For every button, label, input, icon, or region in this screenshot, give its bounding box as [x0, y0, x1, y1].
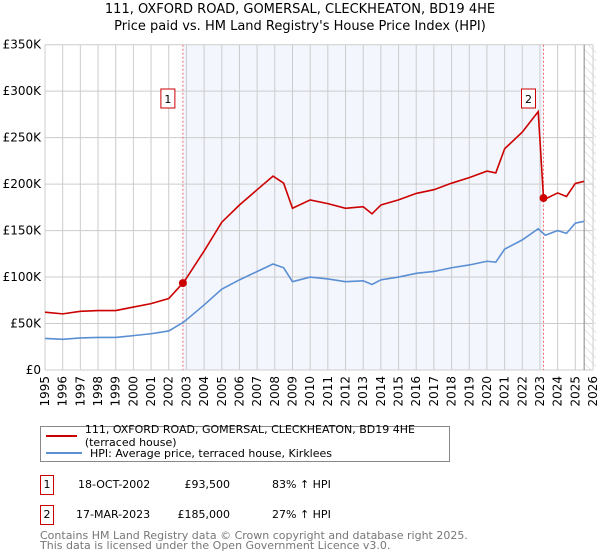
x-tick-label: 2003 — [179, 376, 193, 407]
x-tick-label: 2023 — [533, 376, 547, 407]
x-tick-label: 2012 — [339, 376, 353, 407]
x-tick-label: 2022 — [515, 376, 529, 407]
x-tick-label: 2007 — [250, 376, 264, 407]
sale-price: £185,000 — [177, 508, 231, 521]
x-tick-label: 2009 — [285, 376, 299, 407]
sale-date: 17-MAR-2023 — [76, 508, 151, 521]
x-tick-label: 2026 — [586, 376, 600, 407]
y-tick-label: £0 — [26, 363, 41, 377]
sale-price: £93,500 — [184, 478, 231, 491]
chart-title: 111, OXFORD ROAD, GOMERSAL, CLECKHEATON,… — [104, 2, 496, 17]
annotation-label: 1 — [164, 93, 171, 106]
y-tick-label: £50K — [10, 317, 42, 331]
sale-point — [539, 194, 548, 203]
x-tick-label: 2017 — [427, 376, 441, 407]
x-tick-label: 2006 — [232, 376, 246, 407]
y-tick-label: £100K — [3, 270, 43, 284]
chart-subtitle: Price paid vs. HM Land Registry's House … — [114, 19, 486, 34]
x-tick-label: 2021 — [498, 376, 512, 407]
x-tick-label: 2024 — [551, 376, 565, 407]
x-tick-label: 2020 — [480, 376, 494, 407]
annotation-label: 2 — [525, 93, 532, 106]
footer-line: This data is licensed under the Open Gov… — [40, 539, 391, 552]
sale-date: 18-OCT-2002 — [78, 478, 151, 491]
annotation-box — [160, 88, 176, 109]
y-tick-label: £200K — [3, 177, 43, 191]
x-tick-label: 2018 — [445, 376, 459, 407]
x-tick-label: 1999 — [109, 376, 123, 407]
future-hatch — [584, 44, 596, 370]
x-tick-label: 2013 — [356, 376, 370, 407]
y-tick-label: £300K — [3, 84, 43, 98]
sale-hpi: 27% ↑ HPI — [272, 508, 331, 521]
legend-label: 111, OXFORD ROAD, GOMERSAL, CLECKHEATON,… — [84, 423, 415, 449]
x-tick-label: 2001 — [144, 376, 158, 407]
red-line-icon — [46, 435, 77, 437]
x-tick-label: 2015 — [392, 376, 406, 407]
blue-line-icon — [46, 452, 82, 454]
sale-hpi: 83% ↑ HPI — [272, 478, 331, 491]
footer: Contains HM Land Registry data © Crown c… — [40, 529, 468, 552]
x-tick-label: 2002 — [162, 376, 176, 407]
x-tick-label: 2005 — [215, 376, 229, 407]
price-chart: 1995 1996 1997 1998 1999 2000 2001 2002 2003 2004… — [3, 38, 600, 407]
x-tick-label: 2025 — [568, 376, 582, 407]
x-tick-label: 1997 — [73, 376, 87, 407]
legend: 111, OXFORD ROAD, GOMERSAL, CLECKHEATON,… — [40, 423, 450, 462]
annotation-box — [521, 88, 537, 109]
x-tick-label: 1996 — [56, 376, 70, 407]
sale-badge: 1 — [40, 475, 54, 495]
hpi-line — [44, 220, 585, 341]
legend-item-hpi: HPI: Average price, terraced house, Kirk… — [41, 445, 332, 461]
x-tick-label: 2011 — [321, 376, 335, 407]
x-tick-label: 2004 — [197, 376, 211, 407]
x-tick-label: 2010 — [303, 376, 317, 407]
y-tick-label: £350K — [3, 38, 43, 52]
x-tick-label: 2000 — [126, 376, 140, 407]
legend-item-property: 111, OXFORD ROAD, GOMERSAL, CLECKHEATON,… — [41, 423, 449, 449]
x-tick-label: 2016 — [409, 376, 423, 407]
property-price-line — [44, 109, 585, 315]
sale-badge: 2 — [40, 505, 54, 525]
footer-line: Contains HM Land Registry data © Crown c… — [40, 529, 468, 542]
y-tick-label: £150K — [3, 224, 43, 238]
x-tick-label: 1995 — [38, 376, 52, 407]
y-tick-label: £250K — [3, 131, 43, 145]
x-tick-label: 2014 — [374, 376, 388, 407]
x-tick-label: 1998 — [91, 376, 105, 407]
sale-point — [178, 279, 187, 288]
x-tick-label: 2019 — [462, 376, 476, 407]
x-tick-label: 2008 — [268, 376, 282, 407]
legend-label: HPI: Average price, terraced house, Kirk… — [90, 446, 333, 460]
